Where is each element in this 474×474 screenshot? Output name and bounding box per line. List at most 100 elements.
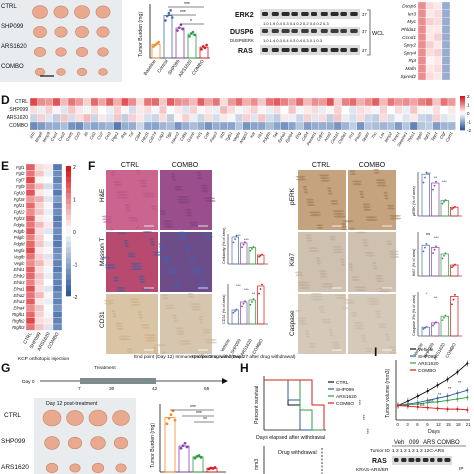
heatmap-cell xyxy=(441,72,451,81)
heatmap-cell xyxy=(402,97,411,107)
tissue-texture xyxy=(349,173,356,176)
tissue-texture xyxy=(162,258,171,261)
tissue-texture xyxy=(159,245,164,248)
heatmap-cell xyxy=(29,105,38,115)
blot-band xyxy=(311,29,317,33)
column-label: CTRL xyxy=(22,331,34,345)
heatmap-cell xyxy=(43,227,54,235)
heatmap-cell xyxy=(303,113,312,123)
heatmap-cell xyxy=(433,48,443,57)
heatmap-cell xyxy=(52,240,63,248)
blot-band xyxy=(291,48,298,52)
tissue-texture xyxy=(170,173,175,176)
heatmap-cell xyxy=(433,33,443,42)
heatmap-cell xyxy=(159,113,167,123)
gene-label: Rtgfb1 xyxy=(12,312,24,317)
tissue-texture xyxy=(165,268,178,271)
tissue-texture xyxy=(310,293,323,295)
tissue-texture xyxy=(102,220,113,223)
tissue-texture xyxy=(202,331,211,334)
heatmap-cell xyxy=(34,227,45,235)
blot-band xyxy=(437,458,443,462)
heatmap-cell xyxy=(257,105,266,115)
heatmap-cell xyxy=(181,97,190,107)
heatmap-cell xyxy=(121,113,129,123)
data-point xyxy=(466,408,469,411)
heatmap-cell xyxy=(257,121,266,131)
heatmap-cell xyxy=(409,121,418,131)
gene-label: Efnb2 xyxy=(14,274,26,279)
tissue-texture xyxy=(354,288,367,291)
panel-letter: E xyxy=(1,159,9,173)
blot-band xyxy=(408,458,415,462)
heatmap-cell xyxy=(417,17,427,26)
heatmap-cell xyxy=(242,121,251,131)
tissue-texture xyxy=(161,255,170,258)
tissue-texture xyxy=(110,173,115,176)
data-point xyxy=(191,30,195,34)
tissue-texture xyxy=(172,314,177,317)
tissue-texture xyxy=(351,180,362,183)
heatmap-cell xyxy=(280,113,289,123)
tissue-texture xyxy=(176,332,185,335)
data-point xyxy=(164,19,167,22)
scale-swatch xyxy=(460,113,465,115)
heatmap-cell xyxy=(219,121,228,131)
data-point xyxy=(155,42,159,45)
data-point xyxy=(425,243,428,245)
data-point xyxy=(433,322,436,325)
tissue-texture xyxy=(328,192,333,195)
heatmap-cell xyxy=(34,240,45,248)
tissue-texture xyxy=(333,215,346,218)
tissue-texture xyxy=(332,245,343,248)
tissue-texture xyxy=(298,286,311,289)
heatmap-cell xyxy=(43,202,54,209)
heatmap-cell xyxy=(25,240,36,248)
tissue-texture xyxy=(327,189,332,192)
scale-swatch xyxy=(460,118,465,121)
heatmap-cell xyxy=(52,183,63,190)
tissue-texture xyxy=(115,328,124,331)
heatmap-cell xyxy=(34,202,45,209)
tissue-texture xyxy=(389,253,400,256)
tissue-texture xyxy=(375,274,384,277)
tumor-specimen xyxy=(33,26,47,38)
heatmap-cell xyxy=(356,105,365,115)
timeline-label: End point (Day 12) Immune profile Drug w… xyxy=(134,354,243,360)
tissue-texture xyxy=(114,322,123,325)
heatmap-cell xyxy=(43,311,54,318)
tissue-texture xyxy=(126,348,133,351)
heatmap-cell xyxy=(34,253,45,261)
scale-swatch xyxy=(66,187,71,194)
tissue-texture xyxy=(124,206,131,209)
sub-chart-title: Drug withdrawal xyxy=(278,450,317,456)
tissue-texture xyxy=(118,338,131,341)
heatmap-cell xyxy=(128,105,137,115)
group-label-combo: COMBO xyxy=(437,440,460,446)
tissue-texture xyxy=(305,332,310,335)
heatmap-cell xyxy=(235,121,243,131)
heatmap-cell xyxy=(402,105,411,115)
data-point xyxy=(446,408,449,411)
heatmap-cell xyxy=(303,121,312,131)
heatmap-cell xyxy=(34,183,45,190)
heatmap-cell xyxy=(166,105,175,115)
data-point xyxy=(234,310,236,313)
heatmap-cell xyxy=(25,202,36,209)
legend-vehicle: Vehicle xyxy=(418,347,434,353)
tissue-texture xyxy=(187,293,194,295)
tissue-texture xyxy=(174,185,183,188)
blot-band xyxy=(422,458,429,462)
tissue-texture xyxy=(351,314,358,317)
mw-marker: 37 xyxy=(362,29,367,34)
bar xyxy=(431,182,440,217)
tumor-photo-grid xyxy=(32,5,111,77)
heatmap-cell xyxy=(43,317,54,325)
heatmap-cell xyxy=(52,189,63,197)
y-axis-label: Cellularity (% of area) xyxy=(222,227,226,264)
heatmap-cell xyxy=(204,121,213,131)
heatmap-cell xyxy=(25,183,36,190)
tissue-texture xyxy=(366,297,379,300)
